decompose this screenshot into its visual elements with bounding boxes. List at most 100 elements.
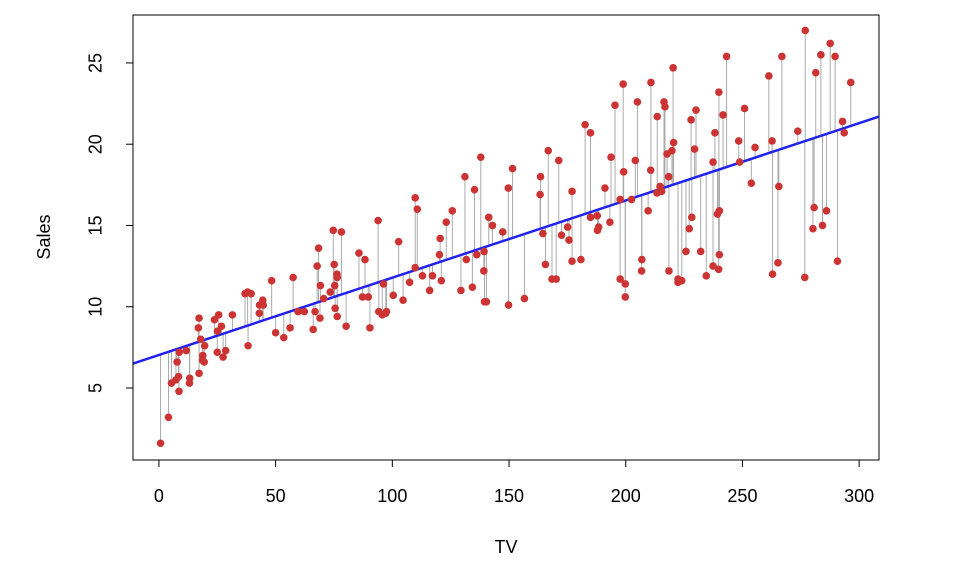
point bbox=[638, 255, 646, 264]
point bbox=[313, 262, 321, 270]
point bbox=[621, 280, 630, 288]
point bbox=[194, 324, 203, 332]
point bbox=[175, 387, 183, 396]
point bbox=[621, 293, 630, 301]
point bbox=[751, 143, 759, 152]
point bbox=[337, 228, 346, 236]
point bbox=[734, 137, 743, 145]
point bbox=[826, 39, 835, 48]
point bbox=[713, 210, 722, 218]
point bbox=[801, 26, 810, 35]
point bbox=[633, 98, 642, 106]
point bbox=[411, 263, 420, 272]
point bbox=[504, 301, 513, 309]
point bbox=[611, 101, 619, 110]
point bbox=[480, 267, 488, 275]
point bbox=[554, 156, 563, 165]
point bbox=[185, 379, 194, 387]
x-tick-label: 300 bbox=[844, 486, 874, 506]
point bbox=[411, 194, 420, 202]
point bbox=[601, 184, 609, 192]
point bbox=[581, 120, 589, 129]
point bbox=[778, 52, 786, 61]
point bbox=[468, 283, 477, 292]
point bbox=[593, 211, 602, 220]
point bbox=[300, 307, 309, 316]
y-tick-label: 15 bbox=[86, 215, 106, 235]
point bbox=[568, 257, 576, 266]
y-tick-label: 10 bbox=[86, 297, 106, 317]
point bbox=[711, 129, 719, 137]
point bbox=[174, 372, 183, 381]
point bbox=[747, 179, 756, 188]
point bbox=[840, 129, 849, 137]
point bbox=[394, 237, 403, 246]
point bbox=[536, 190, 544, 199]
point bbox=[669, 64, 677, 72]
point bbox=[616, 275, 624, 283]
point bbox=[685, 224, 694, 233]
point bbox=[838, 117, 847, 126]
point bbox=[682, 247, 690, 256]
point bbox=[286, 324, 294, 332]
y-tick-label: 5 bbox=[86, 383, 106, 393]
point bbox=[175, 348, 184, 357]
point bbox=[271, 328, 280, 337]
point bbox=[627, 195, 636, 204]
point bbox=[774, 259, 782, 267]
point bbox=[568, 187, 576, 196]
point bbox=[539, 229, 547, 238]
point bbox=[364, 293, 373, 301]
point bbox=[719, 111, 727, 119]
point bbox=[182, 346, 191, 355]
point bbox=[563, 223, 572, 231]
point bbox=[735, 158, 744, 166]
point bbox=[817, 51, 825, 59]
point bbox=[358, 293, 367, 301]
point bbox=[822, 207, 831, 215]
point bbox=[329, 226, 338, 235]
point bbox=[768, 137, 776, 145]
point bbox=[279, 333, 288, 342]
point bbox=[606, 218, 614, 227]
x-tick-label: 0 bbox=[154, 486, 164, 506]
x-tick-label: 150 bbox=[494, 486, 524, 506]
point bbox=[653, 112, 662, 121]
plot-area bbox=[133, 26, 879, 448]
point bbox=[793, 127, 802, 136]
point bbox=[195, 314, 203, 322]
x-tick-label: 200 bbox=[611, 486, 641, 506]
point bbox=[361, 255, 369, 264]
point bbox=[541, 260, 550, 269]
point bbox=[709, 158, 717, 166]
regression-line bbox=[133, 115, 879, 365]
point bbox=[173, 358, 181, 366]
point bbox=[818, 221, 827, 230]
point bbox=[661, 103, 669, 111]
point bbox=[800, 273, 809, 282]
point bbox=[448, 207, 457, 215]
point bbox=[330, 260, 339, 269]
point bbox=[536, 172, 545, 181]
point bbox=[644, 207, 652, 215]
x-axis-title: TV bbox=[494, 537, 517, 557]
point bbox=[289, 273, 297, 282]
point bbox=[195, 369, 203, 378]
point bbox=[228, 311, 237, 319]
point bbox=[436, 234, 444, 243]
point bbox=[715, 250, 724, 259]
point bbox=[311, 307, 319, 316]
point bbox=[637, 267, 646, 275]
point bbox=[498, 228, 507, 236]
point bbox=[714, 265, 723, 274]
point bbox=[255, 309, 264, 318]
point bbox=[594, 223, 603, 231]
point bbox=[196, 335, 205, 344]
point bbox=[831, 52, 839, 61]
point bbox=[668, 146, 676, 155]
y-tick-label: 25 bbox=[86, 53, 106, 73]
point bbox=[379, 280, 388, 288]
point bbox=[470, 185, 479, 194]
point bbox=[811, 68, 820, 77]
point bbox=[709, 262, 717, 270]
